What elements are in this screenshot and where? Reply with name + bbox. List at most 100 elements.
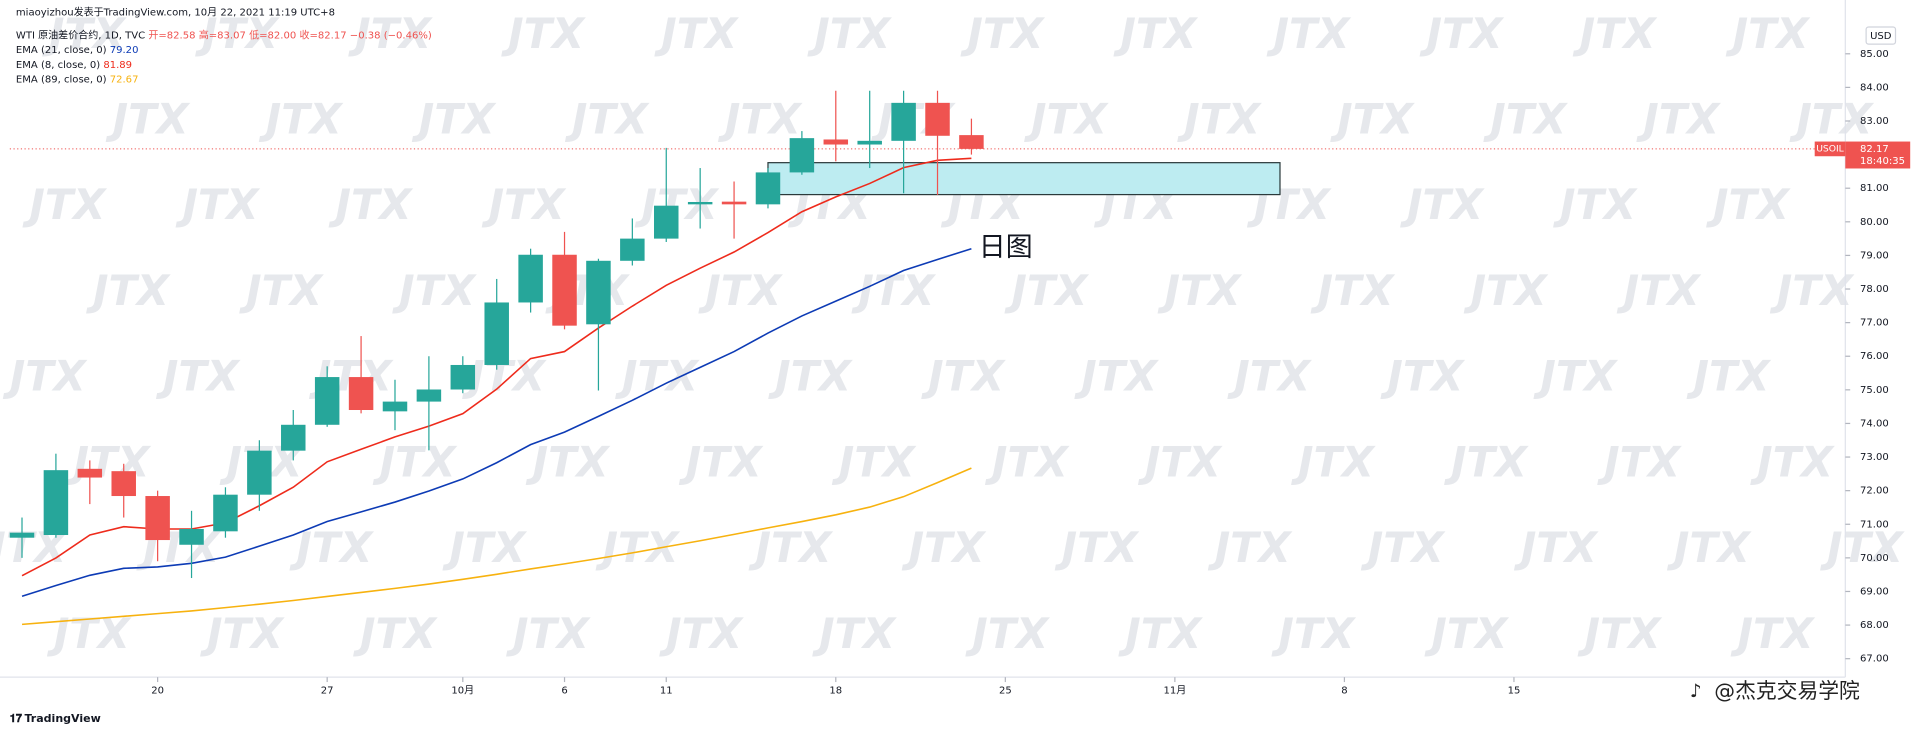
watermark: JTX [921, 352, 1006, 401]
watermark: JTX [353, 609, 438, 658]
watermark: JTX [1444, 437, 1529, 486]
watermark: JTX [1271, 609, 1356, 658]
candle-body [925, 102, 950, 136]
watermark: JTX [22, 180, 107, 229]
credit: @杰克交易学院 [1714, 679, 1860, 703]
legend-name: EMA (89, close, 0) [16, 75, 107, 86]
y-tick-label: 80.00 [1860, 217, 1889, 228]
x-tick-label: 27 [321, 686, 334, 697]
watermark: JTX [1686, 352, 1771, 401]
x-tick-label: 6 [561, 686, 567, 697]
watermark: JTX [1573, 9, 1658, 58]
candle-body [281, 424, 306, 451]
watermark: JTX [1330, 94, 1415, 143]
watermark: JTX [812, 609, 897, 658]
watermark: JTX [659, 609, 744, 658]
author-line: miaoyizhou发表于TradingView.com, 10月 22, 20… [16, 5, 335, 18]
watermark: JTX [1514, 523, 1599, 572]
zone [767, 162, 1281, 196]
watermark: JTX [1266, 9, 1351, 58]
watermark: JTX [1055, 523, 1140, 572]
y-tick-label: 74.00 [1860, 418, 1889, 429]
y-tick-label: 81.00 [1860, 183, 1889, 194]
watermark: JTX [1138, 437, 1223, 486]
legend-value: 79.20 [110, 45, 139, 56]
candle-body [43, 470, 69, 536]
watermark: JTX [1420, 9, 1505, 58]
legend-name: EMA (21, close, 0) [16, 45, 107, 56]
price-tag-bg [1845, 141, 1911, 169]
candle-body [450, 364, 476, 390]
legend-value: 81.89 [103, 60, 132, 71]
brand: TradingView [24, 712, 100, 725]
candle-body [789, 138, 815, 173]
legend-name: EMA (8, close, 0) [16, 60, 100, 71]
ema-line [21, 247, 972, 597]
watermark: JTX [768, 352, 853, 401]
watermark: JTX [718, 94, 803, 143]
y-tick-label: 69.00 [1860, 586, 1889, 597]
annotation: 日图 [979, 232, 1033, 263]
brand-logo: 𝟏𝟕 [10, 712, 23, 725]
watermark: JTX [156, 352, 241, 401]
watermark: JTX [501, 9, 586, 58]
watermark: JTX [289, 523, 374, 572]
watermark: JTX [654, 9, 739, 58]
x-tick-label: 15 [1508, 686, 1521, 697]
watermark: JTX [807, 9, 892, 58]
watermark: JTX [1770, 266, 1855, 315]
price-tag-symbol: USOIL [1816, 143, 1844, 154]
watermark: JTX [985, 437, 1070, 486]
legend-entry: EMA (89, close, 0) 72.67 [16, 75, 142, 86]
watermark: JTX [1361, 523, 1446, 572]
candle-body [77, 468, 103, 478]
watermark: JTX [195, 9, 280, 58]
watermark: JTX [42, 9, 127, 58]
watermark: JTX [1731, 609, 1816, 658]
y-tick-label: 84.00 [1860, 82, 1889, 93]
candle-body [654, 205, 679, 239]
watermark: JTX [832, 437, 917, 486]
watermark: JTX [1208, 523, 1293, 572]
watermark: JTX [412, 94, 497, 143]
watermark: JTX [373, 437, 458, 486]
candle-body [857, 140, 882, 145]
legend-title-row: WTI 原油差价合约, 1D, TVC 开=82.58 高=83.07 低=82… [16, 29, 435, 42]
watermark: JTX [1024, 94, 1109, 143]
x-tick-label: 11 [660, 686, 673, 697]
y-tick-label: 83.00 [1860, 116, 1889, 127]
watermark: JTX [902, 523, 987, 572]
x-tick-label: 20 [151, 686, 164, 697]
candle-body [416, 389, 442, 402]
ohlc-label: 低=82.00 [249, 29, 296, 42]
watermark: JTX [392, 266, 477, 315]
candle-body [9, 532, 35, 538]
y-tick-label: 71.00 [1860, 519, 1889, 530]
price-tag-countdown: 18:40:35 [1860, 156, 1905, 167]
watermark: JTX [1483, 94, 1568, 143]
y-tick-label: 85.00 [1860, 49, 1889, 60]
candle-body [721, 201, 747, 205]
watermark: JTX [348, 9, 433, 58]
watermark: JTX [239, 266, 324, 315]
y-tick-label: 67.00 [1860, 654, 1889, 665]
watermark: JTX [960, 9, 1045, 58]
credit-icon: ♪ [1690, 681, 1702, 702]
candle-body [111, 471, 136, 497]
y-tick-label: 75.00 [1860, 385, 1889, 396]
legend-title: WTI 原油差价合约, 1D, TVC [16, 29, 145, 42]
watermark: JTX [526, 437, 611, 486]
watermark: JTX [1380, 352, 1465, 401]
watermark: JTX [1177, 94, 1262, 143]
watermark: JTX [1113, 9, 1198, 58]
watermark: JTX [1311, 266, 1396, 315]
x-tick-label: 8 [1341, 686, 1347, 697]
watermark: JTX [1424, 609, 1509, 658]
watermark: JTX [106, 94, 191, 143]
watermark: JTX [965, 609, 1050, 658]
candle-body [247, 450, 272, 495]
candle-body [823, 139, 849, 145]
price-tag-symbol-bg [1814, 141, 1846, 157]
